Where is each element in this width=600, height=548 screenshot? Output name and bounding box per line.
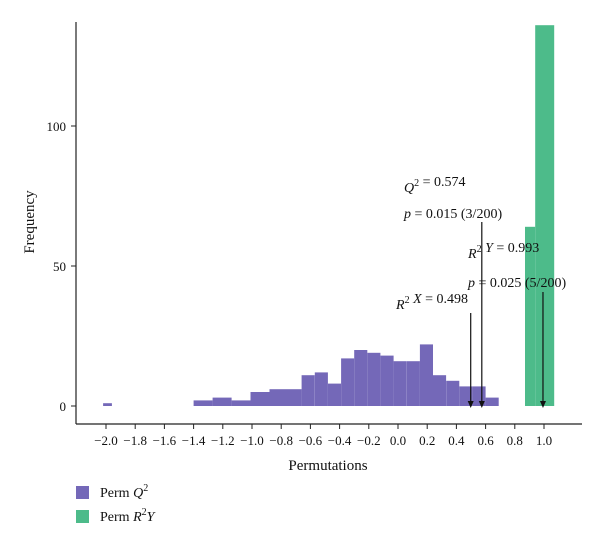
legend-label-perm-r2y: Perm R2Y [100,507,157,525]
x-tick-label: −1.8 [123,433,147,448]
bar-perm-q2-12 [367,352,381,406]
annotation-r2y-line1: R2 Y = 0.993 [467,241,539,262]
y-tick-label: 50 [53,259,66,274]
legend-label-perm-q2: Perm Q2 [100,483,148,501]
annotation-r2x-line1: R2 X = 0.498 [395,292,468,313]
legend: Perm Q2 Perm R2Y [76,483,157,525]
y-ticks-group: 0 50 100 [47,119,76,414]
bar-perm-q2-16 [419,344,433,406]
bar-perm-q2-10 [341,358,355,406]
x-tick-label: 1.0 [536,433,552,448]
annotation-r2y-line2: p = 0.025 (5/200) [467,276,566,291]
bar-perm-q2-15 [406,361,420,406]
bar-perm-r2y-0 [525,226,536,406]
x-tick-label: 0.4 [448,433,465,448]
x-tick-label: −1.2 [211,433,235,448]
bar-perm-q2-0 [103,403,112,406]
annotation-q2-line2: p = 0.015 (3/200) [403,207,502,222]
bar-perm-q2-4 [250,392,270,406]
x-tick-label: −1.6 [153,433,177,448]
x-tick-label: −0.2 [357,433,381,448]
bar-perm-q2-8 [314,372,328,406]
y-axis-title: Frequency [22,190,38,254]
legend-swatch-perm-r2y [76,510,89,523]
annotation-q2-arrow-head [478,401,485,408]
annotation-q2-line1: Q2 = 0.574 [404,175,466,196]
bar-perm-q2-5 [269,389,289,406]
annotations-group: Q2 = 0.574 p = 0.015 (3/200) R2 Y = 0.993 p… [395,175,566,408]
bars-group [103,25,555,406]
x-tick-label: −0.6 [299,433,323,448]
x-tick-label: 0.0 [390,433,406,448]
x-tick-label: 0.8 [507,433,523,448]
y-tick-label: 100 [47,119,67,134]
x-tick-label: −1.0 [240,433,264,448]
x-tick-label: 0.2 [419,433,435,448]
bar-perm-q2-6 [288,389,302,406]
legend-swatch-perm-q2 [76,486,89,499]
x-ticks-group: −2.0 −1.8 −1.6 −1.4 −1.2 −1.0 −0.8 −0.6 −0.4 −0.2… [94,424,552,448]
bar-perm-q2-9 [327,383,341,406]
x-tick-label: −0.8 [269,433,293,448]
bar-perm-q2-1 [193,400,213,406]
annotation-r2y-arrow-head [539,401,546,408]
bar-perm-q2-17 [433,375,447,406]
x-tick-label: −0.4 [328,433,352,448]
x-axis-title: Permutations [288,458,367,474]
y-tick-label: 0 [60,399,67,414]
bar-perm-q2-11 [354,350,368,406]
x-tick-label: −1.4 [182,433,206,448]
bar-perm-q2-21 [485,397,499,406]
x-tick-label: −2.0 [94,433,118,448]
bar-perm-q2-3 [231,400,251,406]
bar-perm-q2-13 [380,355,394,406]
bar-perm-r2y-1 [535,25,555,406]
bar-perm-q2-2 [212,397,232,406]
x-tick-label: 0.6 [477,433,494,448]
bar-perm-q2-18 [446,380,460,406]
annotation-r2x-arrow-head [467,401,474,408]
bar-perm-q2-14 [393,361,407,406]
bar-perm-q2-7 [301,375,315,406]
